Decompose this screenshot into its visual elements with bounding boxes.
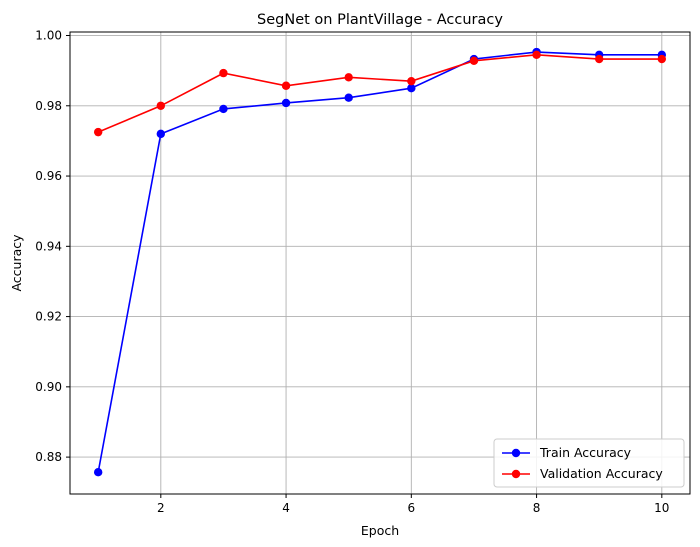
x-tick-label: 4: [282, 501, 290, 515]
data-point-1-9: [657, 54, 667, 64]
x-tick-label: 6: [407, 501, 415, 515]
data-point-0-4: [344, 93, 353, 102]
x-ticks: 2 4 6 8 10: [157, 494, 669, 515]
y-tick-label: 0.96: [35, 169, 62, 183]
x-tick-label: 2: [157, 501, 165, 515]
data-point-1-5: [407, 76, 416, 86]
series-line-1: [97, 54, 662, 133]
data-point-0-1: [156, 129, 166, 139]
data-point-1-7: [532, 50, 541, 60]
y-tick-label: 0.90: [35, 380, 62, 394]
data-point-1-1: [156, 101, 166, 110]
series-layer: [93, 47, 667, 477]
series-line-0: [97, 51, 662, 473]
legend-box: [493, 438, 685, 488]
data-point-1-4: [344, 73, 353, 82]
plot-frame: [69, 31, 691, 495]
data-point-1-3: [281, 81, 291, 90]
data-point-0-5: [407, 84, 416, 93]
data-point-0-0: [93, 468, 103, 477]
y-tick-label: 1.00: [35, 29, 62, 43]
x-tick-label: 8: [533, 501, 541, 515]
legend-label-train: Train Accuracy: [539, 445, 632, 460]
grid-layer: [70, 32, 690, 494]
chart-title: SegNet on PlantVillage - Accuracy: [257, 12, 503, 28]
legend-label-validation: Validation Accuracy: [540, 466, 663, 481]
data-point-1-6: [469, 56, 479, 66]
data-point-0-2: [219, 104, 228, 114]
legend: Train Accuracy Validation Accuracy: [493, 438, 685, 488]
legend-marker-validation: [511, 469, 521, 479]
y-tick-label: 0.94: [35, 239, 62, 253]
x-tick-label: 10: [654, 501, 669, 515]
x-axis-label: Epoch: [361, 523, 399, 538]
data-point-1-8: [594, 54, 604, 64]
y-tick-label: 0.98: [35, 99, 62, 113]
data-point-0-3: [281, 98, 291, 108]
data-point-1-0: [93, 127, 103, 137]
y-axis-label: Accuracy: [9, 234, 24, 292]
y-ticks: 0.88 0.90 0.92 0.94 0.96 0.98 1.00: [35, 29, 70, 464]
y-tick-label: 0.88: [35, 450, 62, 464]
data-point-1-2: [219, 68, 228, 78]
y-tick-label: 0.92: [35, 310, 62, 324]
legend-marker-train: [511, 448, 521, 458]
